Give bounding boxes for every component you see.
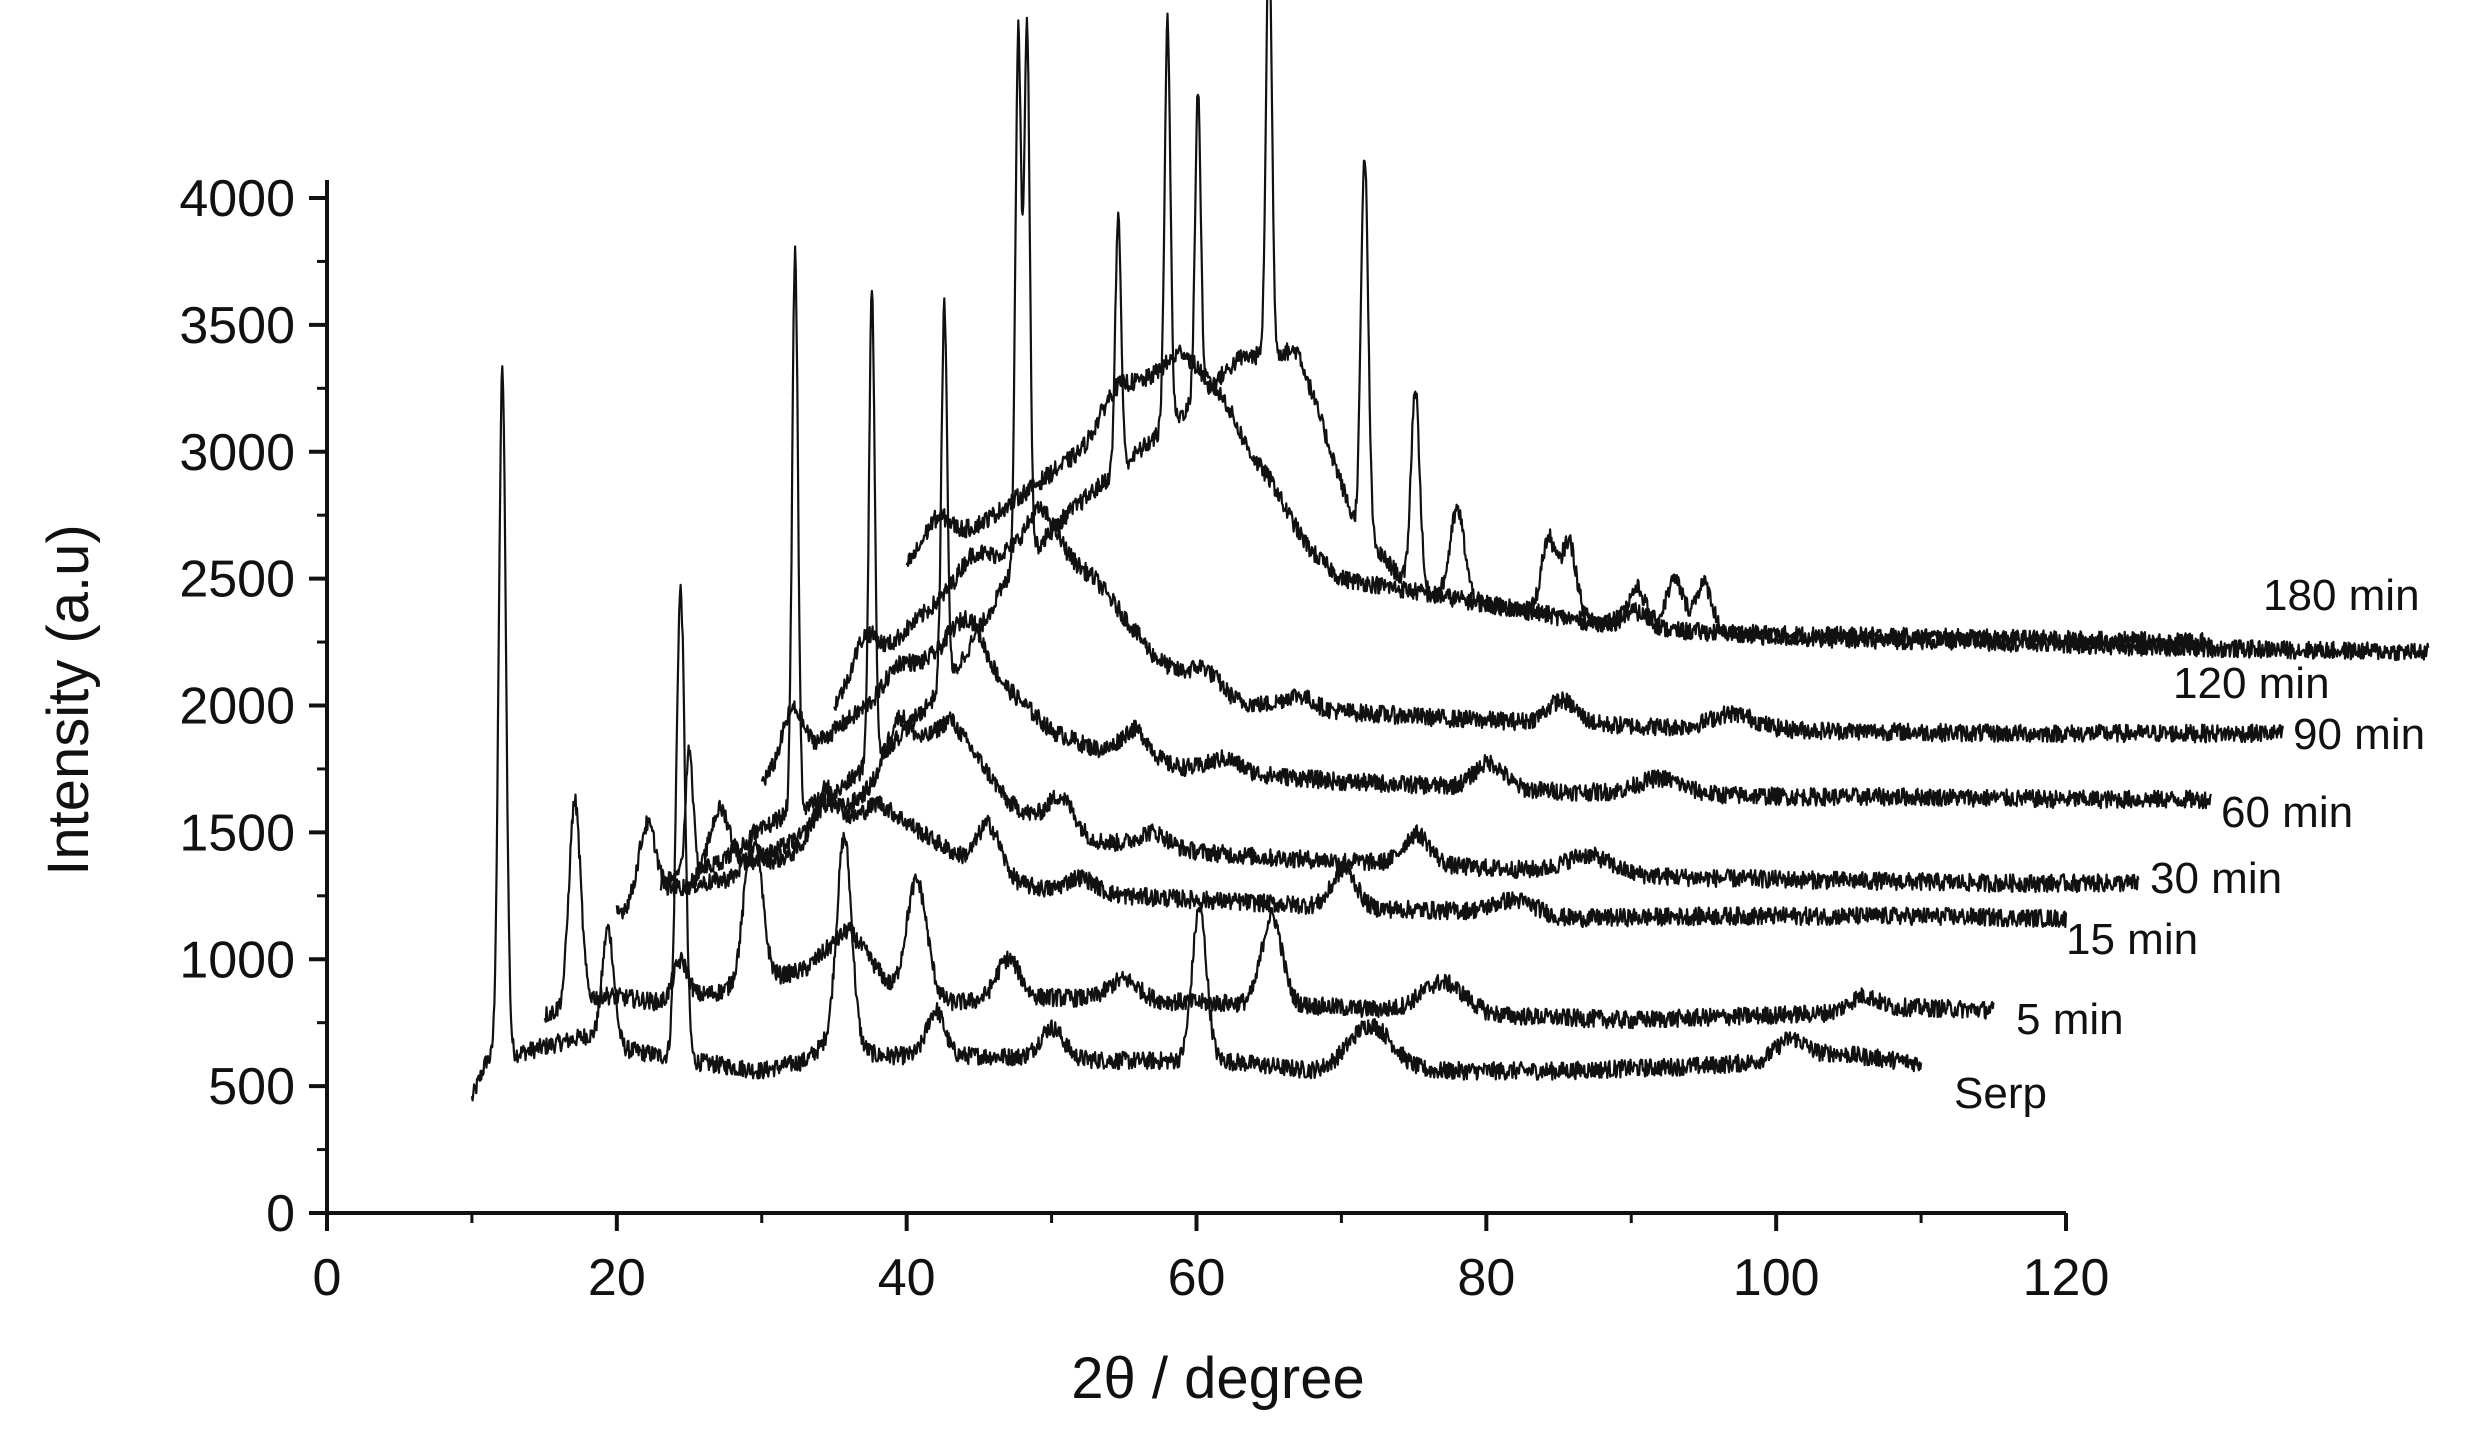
x-axis-title: 2θ / degree <box>1071 1346 1364 1411</box>
series-line-90-min <box>833 500 2285 744</box>
x-tick-label: 100 <box>1733 1249 1820 1307</box>
y-tick-label: 4000 <box>179 170 295 228</box>
series-label-serp: Serp <box>1954 1069 2047 1118</box>
y-tick-label: 3000 <box>179 424 295 482</box>
series-label-120min: 120 min <box>2173 659 2330 708</box>
series-line-120-min <box>905 344 2212 652</box>
series-line-serp <box>470 365 1923 1102</box>
axes: 0 500 1000 1500 2000 2500 3000 3500 4000 0 20 40 60… <box>179 170 2109 1307</box>
series-label-90min: 90 min <box>2293 710 2425 759</box>
y-tick-label: 3500 <box>179 297 295 355</box>
series-line-180-min <box>659 0 2430 891</box>
x-tick-label: 120 <box>2023 1249 2110 1307</box>
x-tick-label: 80 <box>1457 1249 1515 1307</box>
y-tick-label: 0 <box>266 1185 295 1243</box>
y-axis-title: Intensity (a.u) <box>36 524 101 875</box>
x-tick-label: 0 <box>313 1249 342 1307</box>
series-traces <box>470 0 2430 1102</box>
series-line-5-min <box>543 793 1995 1030</box>
series-label-60min: 60 min <box>2221 788 2353 837</box>
series-label-180min: 180 min <box>2263 571 2420 620</box>
series-label-30min: 30 min <box>2150 854 2282 903</box>
series-line-15-min <box>615 779 2068 929</box>
y-tick-label: 2000 <box>179 678 295 736</box>
x-tick-label: 20 <box>588 1249 646 1307</box>
series-label-5min: 5 min <box>2016 995 2124 1044</box>
series-labels: Serp 5 min 15 min 30 min 60 min 90 min 1… <box>1954 571 2425 1118</box>
y-ticks: 0 500 1000 1500 2000 2500 3000 3500 4000 <box>179 170 327 1243</box>
series-label-15min: 15 min <box>2066 915 2198 964</box>
y-tick-label: 1000 <box>179 931 295 989</box>
y-tick-label: 1500 <box>179 804 295 862</box>
x-ticks: 0 20 40 60 80 100 120 <box>313 1213 2110 1307</box>
y-tick-label: 500 <box>208 1058 295 1116</box>
series-line-60-min <box>760 610 2212 810</box>
series-line-30-min <box>688 709 2140 894</box>
x-tick-label: 40 <box>878 1249 936 1307</box>
x-tick-label: 60 <box>1168 1249 1226 1307</box>
y-tick-label: 2500 <box>179 551 295 609</box>
